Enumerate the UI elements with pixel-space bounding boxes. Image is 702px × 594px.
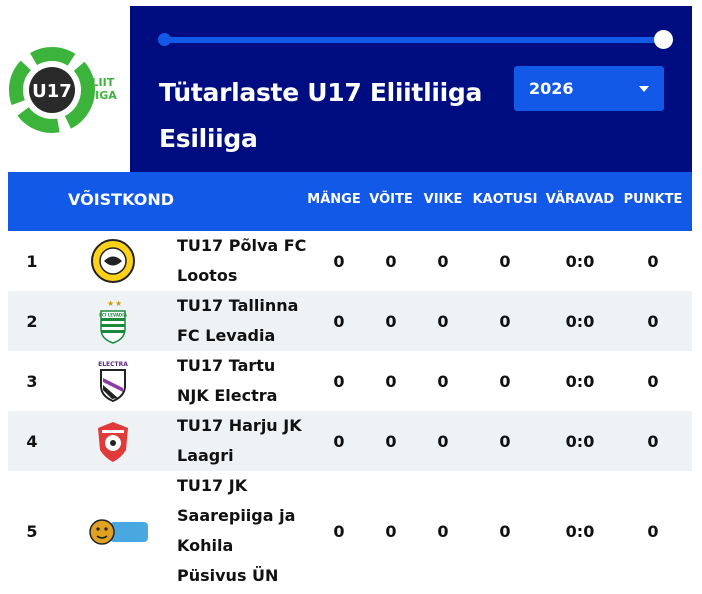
col-won[interactable]: VÕITE [369,192,413,207]
season-select[interactable]: 2026 [514,66,664,111]
team-name[interactable]: TU17 Tallinna FC Levadia [177,296,299,345]
lost-value: 0 [499,312,511,331]
drawn-value: 0 [437,252,449,271]
col-team[interactable]: VÕISTKOND [68,190,175,209]
rank: 4 [26,432,38,451]
table-row[interactable]: 1 TU17 Põlva FC Lootos 0 0 0 0 0:0 0 [8,231,692,291]
season-select-value: 2026 [529,79,574,98]
rank: 1 [26,252,38,271]
won-value: 0 [385,252,397,271]
col-lost[interactable]: KAOTUSI [472,192,538,207]
table-row[interactable]: 3 ELECTRA TU17 Tartu NJK Electra 0 0 0 0… [8,351,692,411]
played-value: 0 [333,252,345,271]
goals-value: 0:0 [565,252,595,271]
season-slider-track[interactable] [164,37,664,43]
season-slider-start [158,33,171,46]
league-logo-icon: U17 ELIIT LIIGA [9,47,117,133]
points-value: 0 [647,312,659,331]
goals-value: 0:0 [565,432,595,451]
team-name[interactable]: TU17 Tartu NJK Electra [177,356,278,405]
laagri-crest-icon[interactable] [88,418,138,464]
table-header: VÕISTKOND MÄNGE VÕITE VIIKE KAOTUSI VÄRA… [8,172,692,231]
rank: 2 [26,312,38,331]
lost-value: 0 [499,522,511,541]
saarepiiga-crest-icon[interactable] [88,514,150,550]
levadia-crest-text: FCI LEVADIA [99,313,128,318]
levadia-crest-icon[interactable]: ★ ★ FCI LEVADIA [88,297,138,345]
goals-value: 0:0 [565,522,595,541]
season-slider-thumb[interactable] [654,30,673,49]
chevron-down-icon [639,86,649,92]
drawn-value: 0 [437,432,449,451]
played-value: 0 [333,372,345,391]
won-value: 0 [385,312,397,331]
team-name[interactable]: TU17 Harju JK Laagri [177,416,302,465]
lootos-crest-icon[interactable] [88,238,138,284]
page-header: U17 ELIIT LIIGA Tütarlaste U17 Eliitliig… [0,0,702,172]
goals-value: 0:0 [565,372,595,391]
won-value: 0 [385,522,397,541]
league-logo-badge: U17 [32,81,72,102]
points-value: 0 [647,372,659,391]
league-logo-line-1: ELIIT [84,76,115,89]
played-value: 0 [333,312,345,331]
rank: 5 [26,522,38,541]
col-goals[interactable]: VÄRAVAD [545,192,615,207]
table-row[interactable]: 5 TU17 JK Saarepiiga ja Kohila Püsivus Ü… [8,471,692,591]
played-value: 0 [333,522,345,541]
table-row[interactable]: 4 TU17 Harju JK Laagri 0 0 0 0 0:0 0 [8,411,692,471]
won-value: 0 [385,432,397,451]
team-name[interactable]: TU17 Põlva FC Lootos [177,236,307,285]
rank: 3 [26,372,38,391]
league-logo[interactable]: U17 ELIIT LIIGA [8,6,130,172]
table-row[interactable]: 2 ★ ★ FCI LEVADIA TU17 Tallinna FC Levad… [8,291,692,351]
lost-value: 0 [499,252,511,271]
lost-value: 0 [499,372,511,391]
points-value: 0 [647,522,659,541]
league-logo-line-2: LIIGA [84,89,117,102]
col-drawn[interactable]: VIIKE [423,192,463,207]
col-points[interactable]: PUNKTE [623,192,683,207]
lost-value: 0 [499,432,511,451]
electra-crest-icon[interactable]: ELECTRA [88,358,138,404]
drawn-value: 0 [437,372,449,391]
drawn-value: 0 [437,522,449,541]
page-title: Tütarlaste U17 Eliitliiga Esiliiga [159,78,483,153]
drawn-value: 0 [437,312,449,331]
points-value: 0 [647,252,659,271]
played-value: 0 [333,432,345,451]
svg-text:★: ★ [115,299,122,308]
points-value: 0 [647,432,659,451]
svg-text:★: ★ [107,299,114,308]
col-played[interactable]: MÄNGE [307,192,361,207]
header-panel: Tütarlaste U17 Eliitliiga Esiliiga 2026 [130,6,692,172]
goals-value: 0:0 [565,312,595,331]
team-name[interactable]: TU17 JK Saarepiiga ja Kohila Püsivus ÜN [177,476,296,585]
electra-crest-text: ELECTRA [98,361,128,368]
won-value: 0 [385,372,397,391]
